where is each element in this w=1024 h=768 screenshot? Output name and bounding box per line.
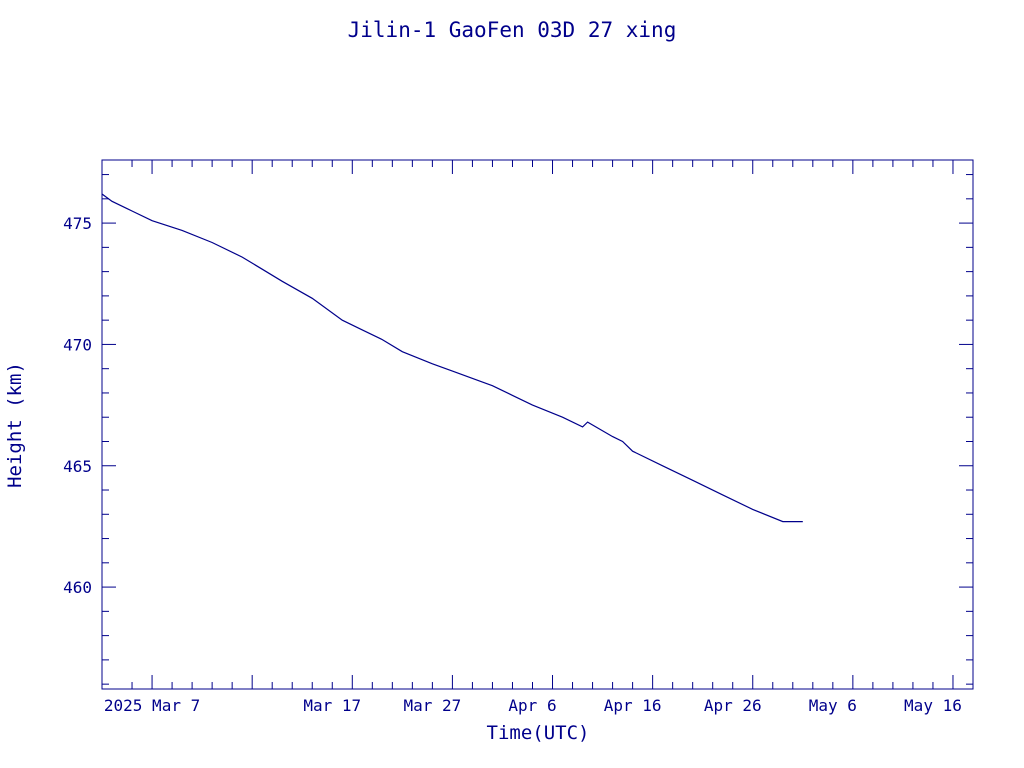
- plot-frame: [101, 159, 974, 690]
- y-tick-label: 475: [63, 214, 92, 233]
- x-tick-label: 2025 Mar 7: [104, 696, 200, 715]
- y-axis: 460 465 470 475: [63, 174, 973, 685]
- x-axis: 2025 Mar 7 Mar 17 Mar 27 Apr 6 Apr 16 Apr 26 M…: [104, 160, 974, 715]
- x-tick-label: Apr 6: [508, 696, 556, 715]
- x-axis-label: Time(UTC): [487, 722, 590, 744]
- y-tick-label: 460: [63, 578, 92, 597]
- y-axis-label: Height (km): [4, 362, 26, 488]
- x-tick-label: Mar 17: [303, 696, 361, 715]
- chart-title: Jilin-1 GaoFen 03D 27 xing: [348, 18, 677, 42]
- y-tick-label: 470: [63, 335, 92, 354]
- x-tick-label: May 16: [904, 696, 962, 715]
- x-tick-label: Apr 16: [604, 696, 662, 715]
- y-tick-label: 465: [63, 457, 92, 476]
- height-series-line: [101, 193, 803, 523]
- x-tick-label: Mar 27: [403, 696, 461, 715]
- x-tick-label: May 6: [809, 696, 857, 715]
- x-tick-label: Apr 26: [704, 696, 762, 715]
